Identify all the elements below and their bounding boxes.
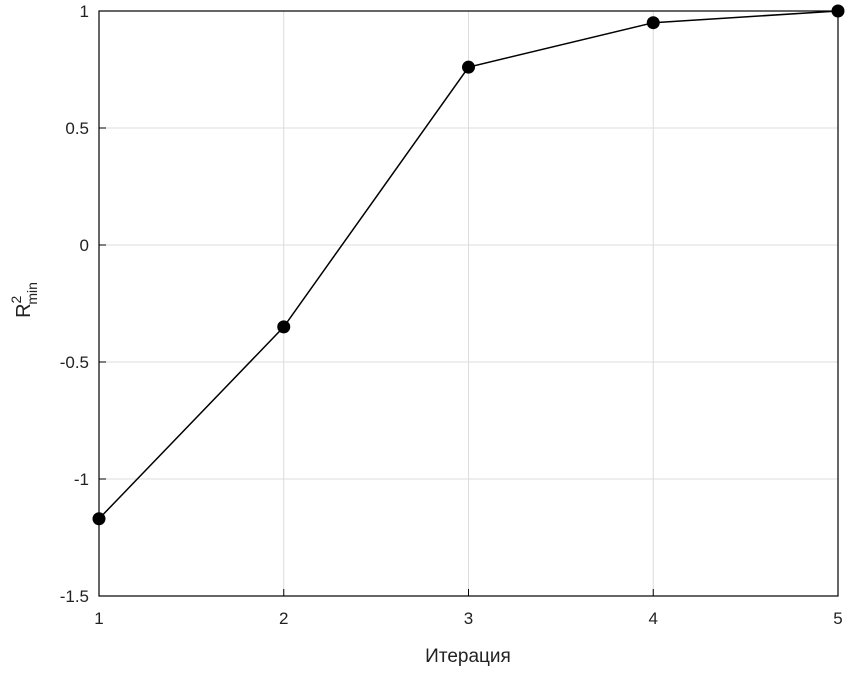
y-label-text: R	[13, 303, 35, 317]
x-tick-label: 1	[94, 609, 103, 628]
x-tick-label: 3	[464, 609, 473, 628]
y-tick-label: -1.5	[60, 587, 89, 606]
y-label-sub: min	[24, 282, 40, 305]
y-axis-label: R2min	[8, 282, 40, 318]
plot-frame	[98, 10, 839, 597]
marker	[646, 16, 660, 30]
marker	[831, 4, 845, 18]
y-tick-label: 0	[80, 236, 89, 255]
marker	[92, 512, 106, 526]
y-tick-label: -0.5	[60, 353, 89, 372]
y-tick-label: 1	[80, 2, 89, 21]
x-tick-label: 5	[833, 609, 842, 628]
x-tick-label: 2	[279, 609, 288, 628]
marker	[277, 320, 291, 334]
x-tick-label: 4	[649, 609, 658, 628]
y-tick-label: -1	[74, 470, 89, 489]
y-tick-label: 0.5	[65, 119, 89, 138]
marker	[462, 60, 475, 74]
x-axis-label: Итерация	[425, 646, 511, 667]
y-label-sup: 2	[8, 295, 24, 303]
